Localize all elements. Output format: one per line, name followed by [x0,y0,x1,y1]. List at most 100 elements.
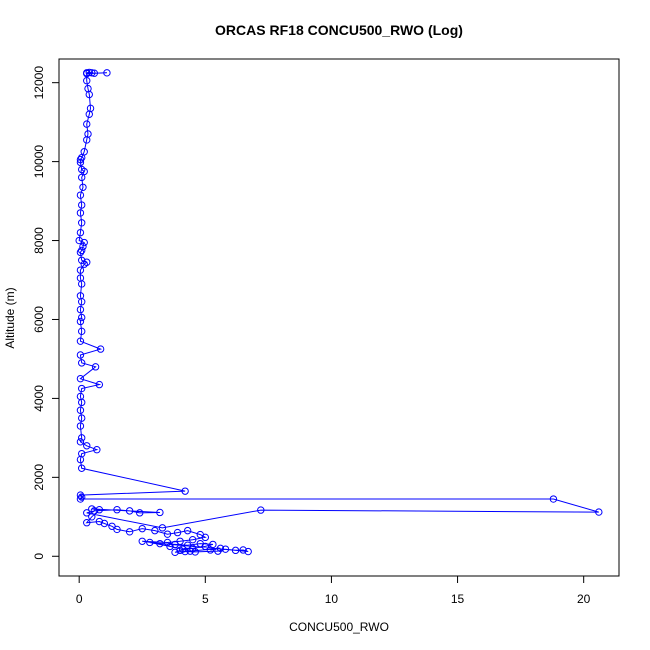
data-point [76,155,85,164]
data-point [244,547,252,556]
data-point [78,398,86,407]
data-point [201,533,210,542]
data-point [78,313,86,322]
data-point [181,487,189,495]
data-point [163,538,172,547]
data-point [221,545,230,553]
data-point [88,69,96,77]
data-point [78,246,86,255]
data-point [138,537,146,545]
data-point [78,359,86,367]
data-point [83,519,91,527]
data-point [76,438,85,446]
data-point [76,228,85,237]
data-point [76,374,85,383]
x-axis: 0 5 10 15 20 [76,575,591,606]
x-tick-label: 5 [202,592,209,606]
data-point [83,136,91,144]
data-point [76,317,85,326]
data-point [83,442,91,450]
data-point [76,158,85,167]
data-point [80,167,88,176]
data-point [136,509,144,517]
data-point [76,266,85,274]
y-tick-label: 4000 [32,385,46,412]
data-point [186,547,194,555]
y-tick-label: 12000 [32,66,46,100]
data-point [88,513,96,521]
y-axis: 0 2000 4000 6000 8000 10000 12000 [32,66,60,560]
data-point [76,305,85,314]
data-point [78,414,86,422]
data-point [171,548,179,557]
data-point [83,77,91,85]
data-point [79,242,87,251]
data-point [178,545,187,553]
data-point [125,528,134,536]
data-point [78,219,86,227]
data-point [125,507,134,515]
data-point [78,280,86,288]
data-point [113,505,121,514]
series-layer [75,68,603,557]
x-tick-label: 10 [325,592,339,606]
y-tick-label: 0 [32,553,46,560]
data-point [76,191,85,199]
data-point [239,546,247,554]
data-point [76,351,85,359]
data-point [191,548,199,556]
data-point [79,183,87,191]
data-point [231,546,240,555]
data-point [257,506,265,514]
data-point [80,260,88,268]
data-point [76,248,85,257]
data-point [83,69,91,78]
chart-title: ORCAS RF18 CONCU500_RWO (Log) [215,22,463,38]
data-point [181,547,189,556]
data-point [95,505,104,514]
data-point [76,337,85,345]
x-axis-label: CONCU500_RWO [289,620,389,634]
data-point [76,455,85,464]
data-point [113,525,121,534]
data-point [78,201,86,209]
y-tick-label: 10000 [32,145,46,179]
data-point [183,526,192,535]
data-point [103,69,111,77]
data-point [95,517,104,526]
data-point [80,238,88,247]
data-point [90,69,99,77]
data-point [78,493,86,501]
data-point [78,298,86,306]
data-point [85,90,93,99]
x-tick-label: 20 [577,592,591,606]
data-point [83,120,91,128]
data-point [78,256,86,264]
data-point [549,495,558,503]
data-point [216,544,225,553]
data-point [76,209,85,217]
data-point [76,491,85,499]
data-point [88,505,96,513]
data-point [158,524,167,532]
data-point [78,153,86,162]
data-point [76,406,85,414]
data-point [138,524,146,533]
data-point [83,509,91,517]
y-tick-label: 2000 [32,464,46,491]
data-point [188,535,197,544]
y-tick-label: 8000 [32,227,46,254]
x-tick-label: 0 [76,592,83,606]
data-point [156,508,164,517]
series-line [78,71,599,553]
data-point [156,539,164,548]
data-point [96,345,105,353]
data-point [201,542,210,551]
y-tick-label: 6000 [32,306,46,333]
data-point [80,148,88,156]
data-point [146,538,154,547]
data-point [93,446,101,454]
data-point [85,110,93,118]
data-point [100,519,109,528]
